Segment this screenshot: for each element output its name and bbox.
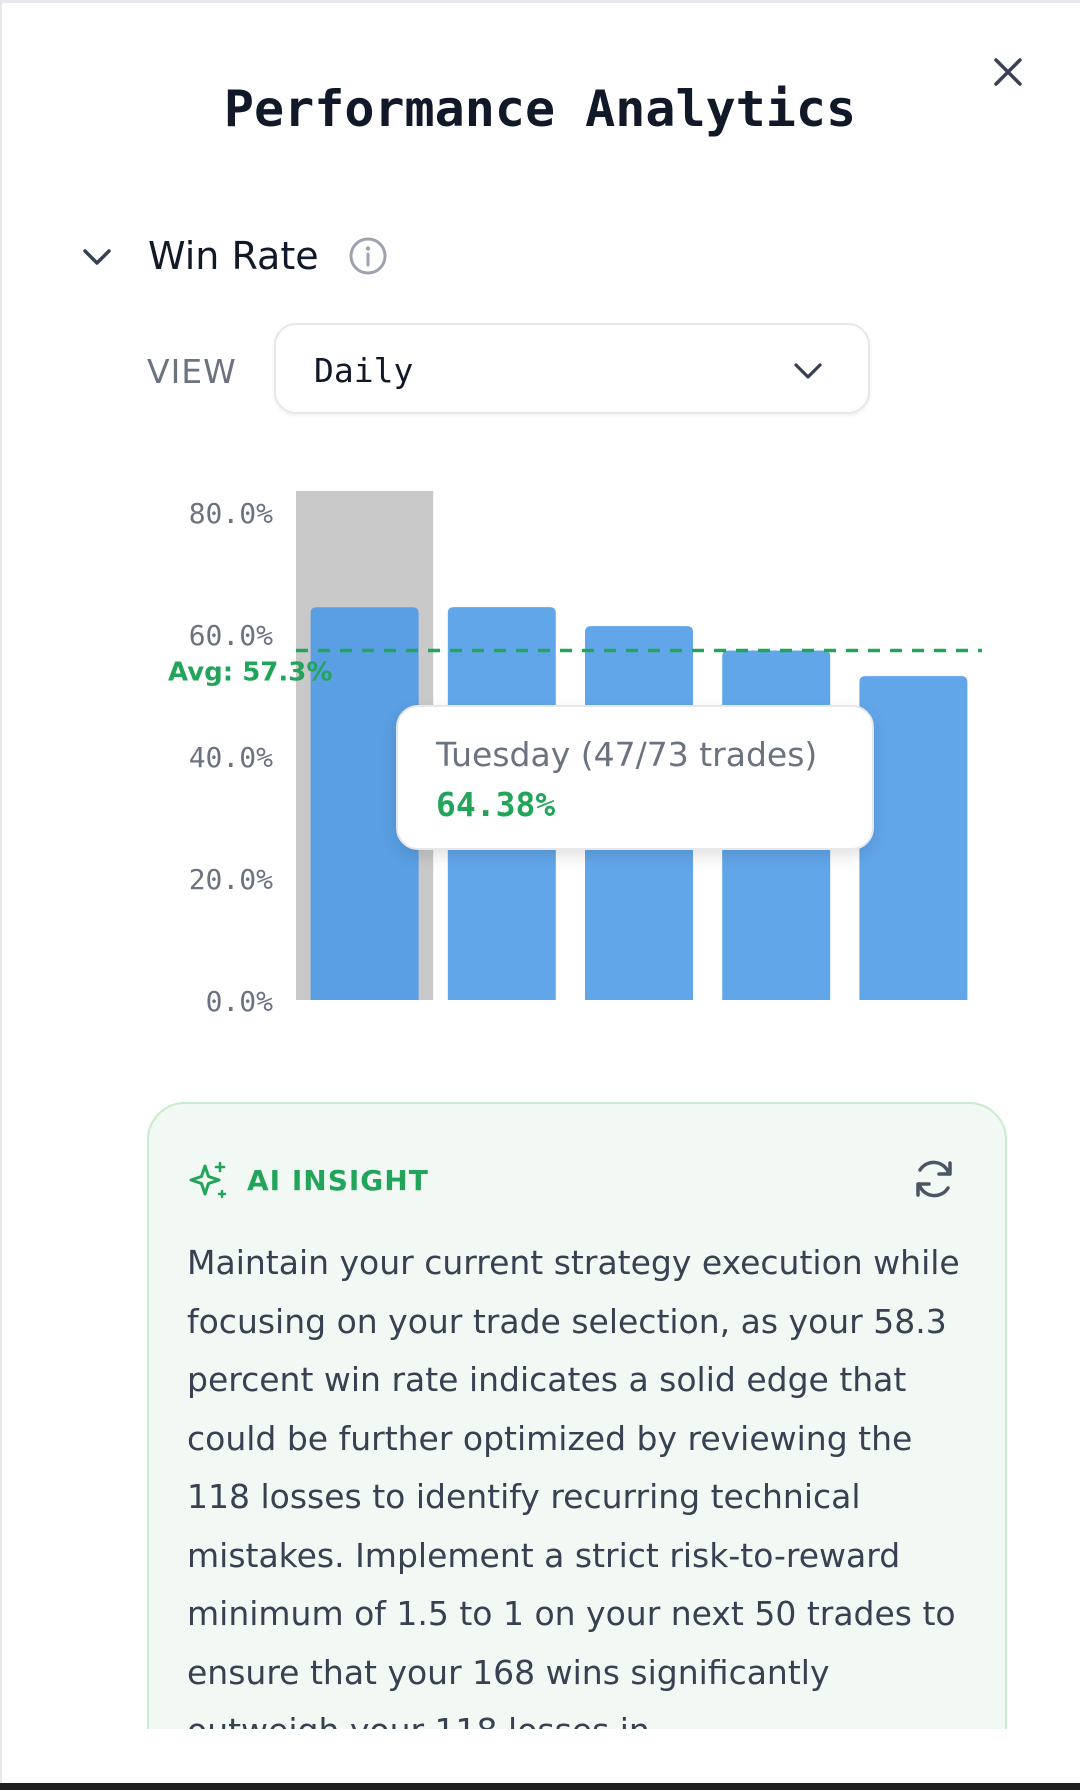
info-icon[interactable] (348, 236, 388, 276)
win-rate-section-header[interactable]: Win Rate (80, 226, 480, 286)
view-select-value: Daily (314, 351, 414, 390)
ai-insight-label: AI INSIGHT (247, 1164, 429, 1197)
ai-insight-card: AI INSIGHT Maintain your current strateg… (147, 1102, 1007, 1729)
chart-bar[interactable] (310, 607, 419, 1000)
ai-insight-text: Maintain your current strategy execution… (187, 1243, 960, 1729)
tooltip-label: Tuesday (47/73 trades) (436, 735, 818, 774)
average-label: Avg: 57.3% (168, 657, 332, 687)
chevron-down-icon[interactable] (80, 240, 114, 274)
close-icon (994, 58, 1022, 86)
sparkle-icon (189, 1161, 227, 1199)
tooltip-value: 64.38% (436, 785, 556, 824)
left-border (0, 0, 2, 1790)
page-title: Performance Analytics (223, 80, 857, 138)
top-border (0, 0, 1080, 3)
view-label: VIEW (147, 352, 237, 391)
chart-bar[interactable] (859, 676, 968, 1000)
refresh-icon[interactable] (911, 1156, 957, 1202)
insight-clip: AI INSIGHT Maintain your current strateg… (147, 1102, 1007, 1729)
view-select[interactable]: Daily (274, 323, 870, 414)
chevron-down-icon (794, 363, 822, 379)
y-tick-label: 20.0% (189, 863, 273, 896)
section-title: Win Rate (148, 234, 319, 278)
y-tick-label: 80.0% (189, 497, 273, 530)
y-tick-label: 0.0% (206, 985, 274, 1018)
chart-tooltip: Tuesday (47/73 trades) 64.38% (396, 705, 874, 850)
y-tick-label: 60.0% (189, 619, 273, 652)
bottom-bar (0, 1783, 1080, 1790)
y-tick-label: 40.0% (189, 741, 273, 774)
close-button[interactable] (988, 52, 1028, 92)
